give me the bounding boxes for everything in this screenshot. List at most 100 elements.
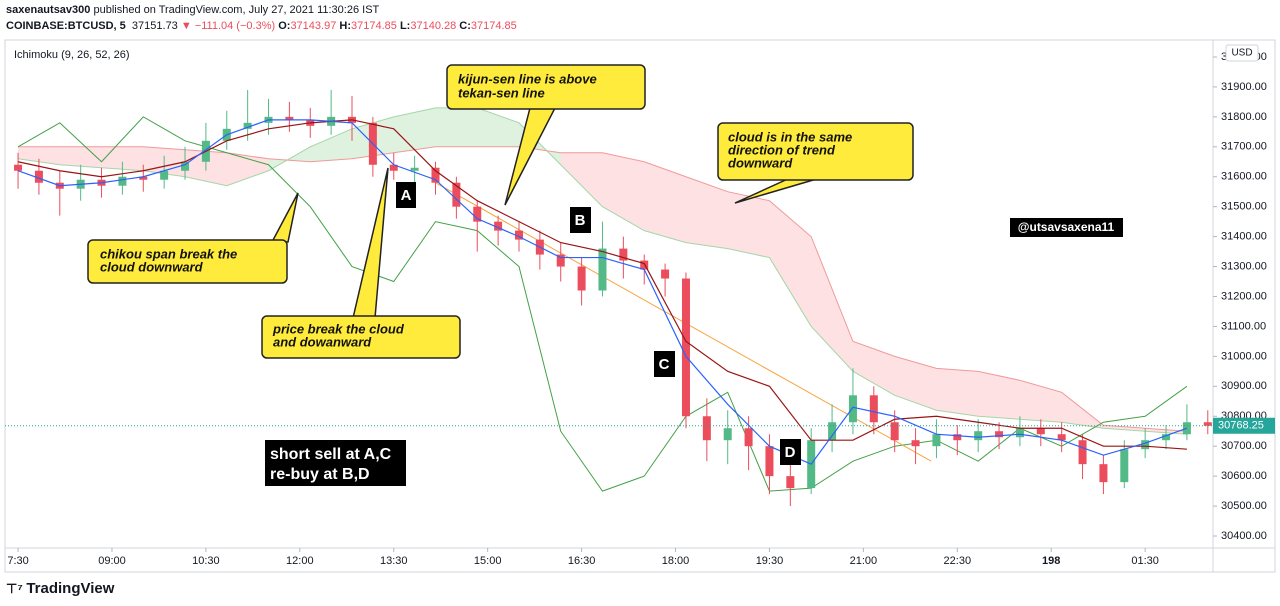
candle-body xyxy=(911,440,920,447)
callout-text: downward xyxy=(728,155,793,170)
cloud-segment xyxy=(477,107,519,147)
footer-logo: ⊤⁷ TradingView xyxy=(6,580,114,597)
y-tick-label: 30900.00 xyxy=(1221,380,1267,392)
y-tick-label: 31700.00 xyxy=(1221,141,1267,153)
point-label-box xyxy=(780,439,801,465)
candle-body xyxy=(139,176,148,180)
cloud-segment xyxy=(602,152,645,231)
candle-body xyxy=(1099,464,1108,483)
h: 37174.85 xyxy=(351,20,397,32)
candle-body xyxy=(619,248,628,261)
cloud-segment xyxy=(59,146,102,168)
y-tick-label: 30600.00 xyxy=(1221,470,1267,482)
callout-pointer xyxy=(352,167,389,319)
candle-body xyxy=(389,164,398,171)
o: 37143.97 xyxy=(290,20,337,32)
x-tick-label: 18:00 xyxy=(662,555,690,567)
cloud-segment xyxy=(1103,425,1146,432)
point-label: A xyxy=(401,187,412,204)
cloud-segment xyxy=(1061,392,1104,429)
candle-body xyxy=(285,116,294,120)
callout-box xyxy=(261,315,461,359)
strategy-text: re-buy at B,D xyxy=(270,466,370,483)
cloud-segment xyxy=(644,161,686,243)
candle-body xyxy=(1036,428,1045,435)
indicator-label: Ichimoku (9, 26, 52, 26) xyxy=(14,49,130,61)
candle-body xyxy=(723,428,732,441)
callout-pointer xyxy=(734,177,821,204)
candle-body xyxy=(1141,440,1150,450)
candle-body xyxy=(1120,449,1129,483)
strategy-box xyxy=(265,440,406,486)
candle-body xyxy=(640,260,649,270)
candle-body xyxy=(974,431,983,441)
x-tick-label: 22:30 xyxy=(944,555,972,567)
cloud-segment xyxy=(811,236,853,372)
x-tick-label: 09:00 xyxy=(98,555,126,567)
l-label: L: xyxy=(399,20,411,32)
callout-box xyxy=(87,239,288,284)
x-tick-label: 16:30 xyxy=(568,555,596,567)
callout-box xyxy=(446,64,646,110)
candle-body xyxy=(765,446,774,477)
candle-body xyxy=(953,434,962,441)
candle-body xyxy=(118,176,127,186)
last-price-label: 30768.25 xyxy=(1218,420,1264,432)
cloud-segment xyxy=(894,356,937,411)
candle-body xyxy=(1078,440,1087,465)
candle-body xyxy=(577,266,586,291)
header-line-1: saxenautsav300 published on TradingView.… xyxy=(6,4,379,16)
point-label-box xyxy=(396,182,416,208)
candle-body xyxy=(890,422,899,441)
candle-body xyxy=(786,476,795,489)
cloud-segment xyxy=(685,176,728,249)
candle-body xyxy=(14,164,23,171)
point-label: B xyxy=(575,212,586,229)
x-tick-label: 15:00 xyxy=(474,555,502,567)
axes: 30400.0030500.0030600.0030700.0030800.00… xyxy=(7,51,1275,567)
candle-body xyxy=(869,395,878,423)
callout-text: cloud is in the same xyxy=(728,129,852,144)
candle-body xyxy=(1203,422,1212,426)
kijun-line xyxy=(17,119,1187,450)
candle-body xyxy=(848,395,857,423)
cloud-segment xyxy=(560,152,603,207)
point-label-box xyxy=(654,351,675,377)
x-tick-label: 7:30 xyxy=(7,555,28,567)
span-a-line xyxy=(17,107,1187,435)
x-tick-label: 10:30 xyxy=(192,555,220,567)
candle-body xyxy=(410,167,419,171)
cloud-segment xyxy=(310,128,353,162)
callout-text: price break the cloud xyxy=(272,321,405,336)
point-label: C xyxy=(659,356,670,373)
candle-body xyxy=(494,221,503,231)
cloud-segment xyxy=(727,191,770,258)
o-label: O: xyxy=(278,20,291,32)
callout-text: kijun-sen line is above xyxy=(458,71,597,86)
candle-body xyxy=(828,422,837,441)
cloud-segment xyxy=(101,146,144,171)
logo-icon: ⊤⁷ xyxy=(6,581,27,596)
candle-body xyxy=(452,182,461,207)
cloud-segment xyxy=(769,200,812,327)
handle: @utsavsaxena11 xyxy=(1018,220,1115,234)
candle-body xyxy=(661,269,670,279)
y-tick-label: 31000.00 xyxy=(1221,350,1267,362)
cloud-segment xyxy=(936,368,979,417)
c: 37174.85 xyxy=(470,20,517,32)
candle-body xyxy=(243,122,252,129)
y-tick-label: 31100.00 xyxy=(1221,320,1266,332)
y-tick-label: 31500.00 xyxy=(1221,201,1267,213)
x-tick-label: 13:30 xyxy=(380,555,408,567)
span-b-line xyxy=(18,146,1187,432)
y-tick-label: 31600.00 xyxy=(1221,171,1267,183)
chart-frame xyxy=(4,39,1276,573)
cloud-segment xyxy=(1019,380,1062,423)
candle-body xyxy=(681,278,690,417)
y-tick-label: 30500.00 xyxy=(1221,500,1267,512)
candle-body xyxy=(556,254,565,267)
x-tick-label: 01:30 xyxy=(1131,555,1159,567)
chikou-line xyxy=(17,116,1188,492)
